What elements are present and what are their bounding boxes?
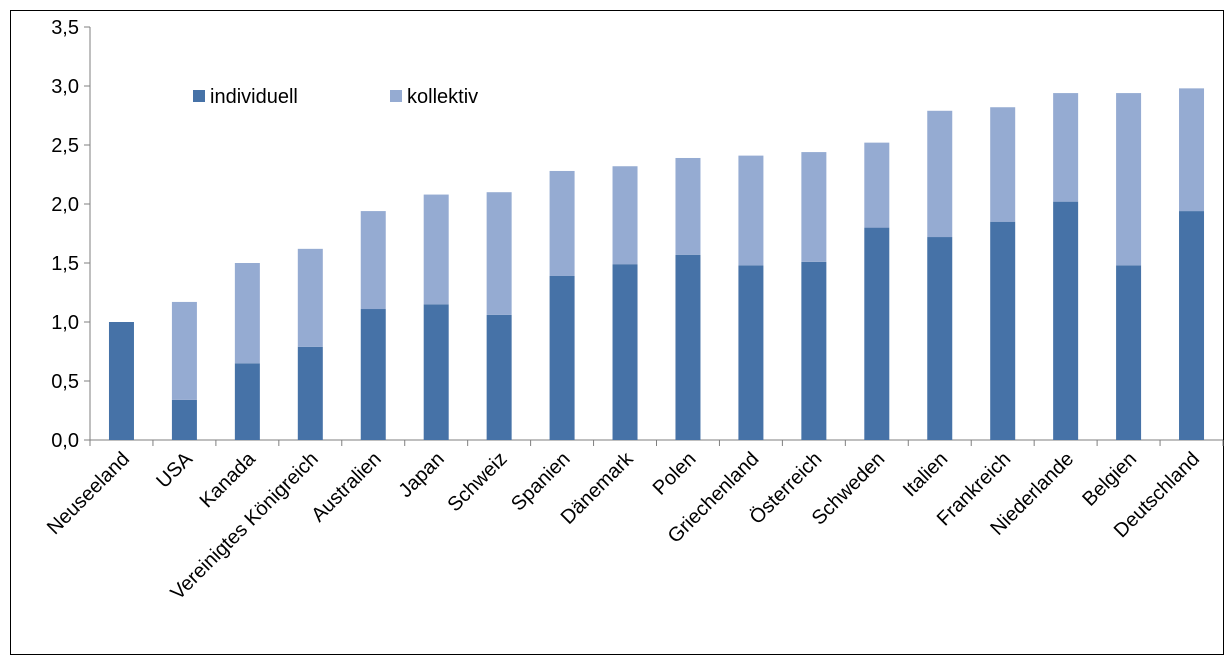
x-axis <box>89 439 1224 446</box>
bar-individuell <box>234 363 260 440</box>
legend-swatch-kollektiv <box>390 90 402 102</box>
bar-kollektiv <box>738 155 764 266</box>
bar-individuell <box>927 237 953 440</box>
bar-kollektiv <box>612 166 638 265</box>
bar-kollektiv <box>549 170 575 276</box>
bar-individuell <box>864 227 890 440</box>
bar-individuell <box>171 399 197 440</box>
bar-individuell <box>1179 211 1205 440</box>
bar-kollektiv <box>990 107 1016 222</box>
bar-kollektiv <box>864 142 890 228</box>
y-tick-label: 0,0 <box>51 430 79 452</box>
legend-label-individuell: individuell <box>210 86 298 108</box>
chart-frame: 0,0 0,5 1,0 1,5 2,0 2,5 3,0 3,5 Neuseeland USA Ka… <box>10 10 1224 655</box>
bar-kollektiv <box>675 157 701 255</box>
bar-individuell <box>1053 201 1079 440</box>
bar-individuell <box>423 304 449 440</box>
bar-individuell <box>108 322 134 440</box>
x-category-label: Australien <box>307 448 385 526</box>
x-category-label: Japan <box>395 448 449 502</box>
bar-individuell <box>738 265 764 440</box>
bar-kollektiv <box>1116 93 1142 266</box>
x-category-label: Kanada <box>196 447 261 512</box>
y-axis: 0,0 0,5 1,0 1,5 2,0 2,5 3,0 3,5 <box>51 17 91 452</box>
x-category-label: Belgien <box>1078 448 1141 511</box>
y-tick-label: 3,5 <box>51 17 79 39</box>
x-category-label: Italien <box>899 448 952 501</box>
legend-swatch-individuell <box>193 90 205 102</box>
x-category-label: Neuseeland <box>43 448 134 539</box>
bar-kollektiv <box>171 301 197 400</box>
x-category-label: USA <box>152 448 197 493</box>
bar-individuell <box>990 221 1016 440</box>
y-tick-label: 1,5 <box>51 253 79 275</box>
x-category-label: Polen <box>649 448 701 500</box>
bar-kollektiv <box>801 152 827 262</box>
bar-kollektiv <box>234 263 260 364</box>
legend-label-kollektiv: kollektiv <box>407 86 478 108</box>
x-category-label: Schweiz <box>443 448 511 516</box>
bar-kollektiv <box>1179 88 1205 212</box>
bar-individuell <box>801 261 827 440</box>
y-tick-label: 2,5 <box>51 135 79 157</box>
y-tick-label: 1,0 <box>51 312 79 334</box>
y-tick-label: 2,0 <box>51 194 79 216</box>
bar-individuell <box>549 275 575 440</box>
bar-individuell <box>297 346 323 440</box>
bar-individuell <box>360 309 386 440</box>
bar-individuell <box>612 264 638 440</box>
stacked-bar-chart: 0,0 0,5 1,0 1,5 2,0 2,5 3,0 3,5 Neuseeland USAKa… <box>43 17 1224 604</box>
bar-kollektiv <box>486 192 512 315</box>
bar-individuell <box>675 254 701 440</box>
y-tick-label: 0,5 <box>51 371 79 393</box>
bar-kollektiv <box>360 211 386 310</box>
bar-individuell <box>1116 265 1142 440</box>
bar-kollektiv <box>927 110 953 238</box>
bar-individuell <box>486 314 512 440</box>
bar-kollektiv <box>297 248 323 347</box>
bar-kollektiv <box>423 194 449 305</box>
bar-kollektiv <box>1053 93 1079 202</box>
legend: individuell kollektiv <box>193 86 478 108</box>
bars <box>108 88 1205 440</box>
y-tick-label: 3,0 <box>51 76 79 98</box>
